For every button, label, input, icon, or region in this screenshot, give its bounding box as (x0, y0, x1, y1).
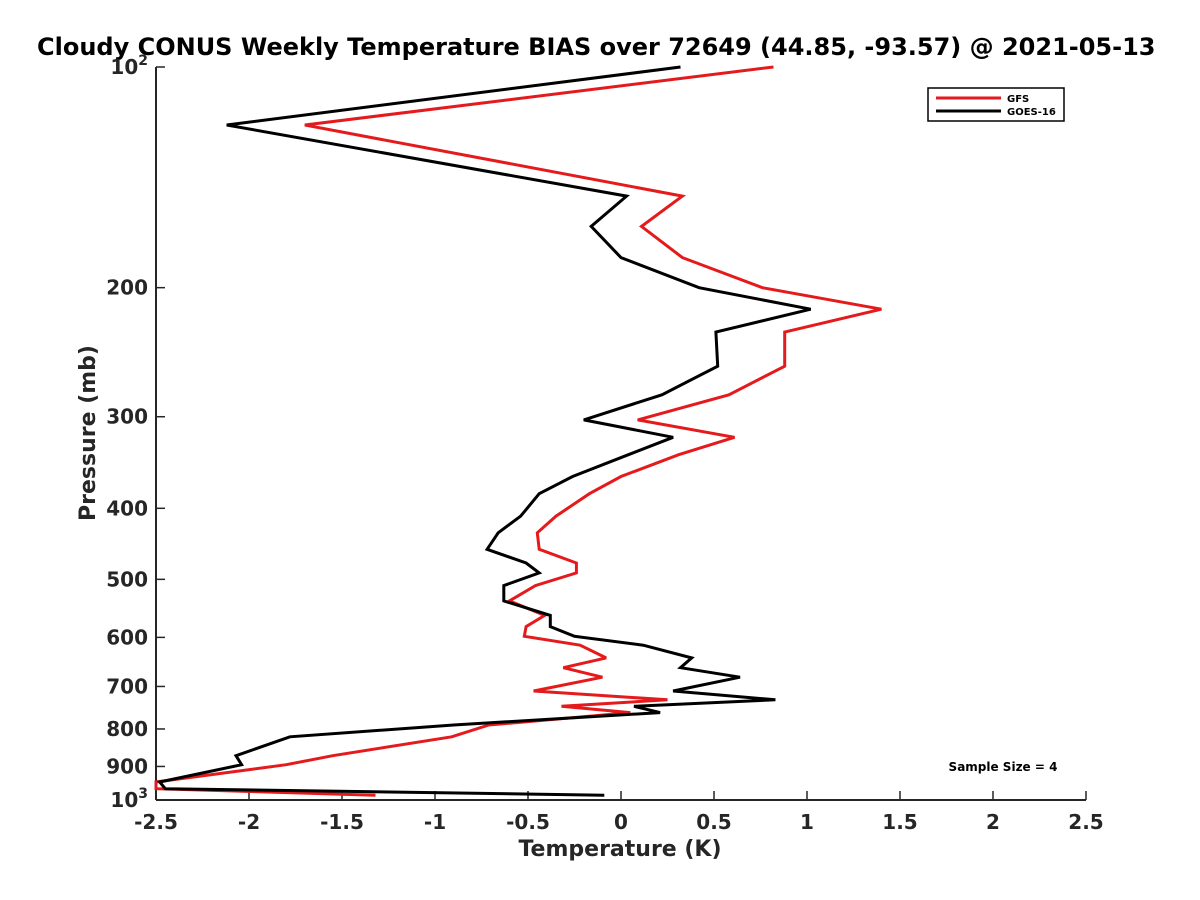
chart-title: Cloudy CONUS Weekly Temperature BIAS ove… (37, 33, 1155, 61)
series-layer (154, 65, 882, 797)
legend: GFS GOES-16 (927, 87, 1065, 122)
x-tick-label: 1.5 (882, 810, 917, 834)
y-tick-label: 800 (106, 717, 148, 741)
x-tick-label: 0.5 (696, 810, 731, 834)
x-tick-label: 0 (614, 810, 628, 834)
y-tick-label: 700 (106, 674, 148, 698)
x-tick-label: 1 (800, 810, 814, 834)
y-tick-label: 900 (106, 754, 148, 778)
axes: -2.5 -2 -1.5 -1 -0.5 0 0.5 1 1.5 2 2.5 102 200 300 400… (106, 53, 1103, 834)
legend-label: GOES-16 (1007, 107, 1056, 118)
x-tick-label: -1.5 (320, 810, 364, 834)
x-axis-label: Temperature (K) (518, 837, 721, 862)
y-tick-label: 400 (106, 496, 148, 520)
x-tick-label: 2.5 (1068, 810, 1103, 834)
x-tick-label: -1 (424, 810, 446, 834)
series-line-goes-16 (156, 65, 812, 797)
y-tick-label: 103 (110, 786, 148, 812)
y-tick-label: 600 (106, 625, 148, 649)
y-tick-label: 102 (110, 53, 148, 79)
legend-label: GFS (1007, 94, 1029, 105)
y-tick-label: 200 (106, 276, 148, 300)
x-tick-label: 2 (986, 810, 1000, 834)
sample-size-annotation: Sample Size = 4 (949, 760, 1058, 774)
y-axis-label: Pressure (mb) (76, 345, 101, 521)
y-tick-label: 300 (106, 405, 148, 429)
legend-box (927, 87, 1065, 122)
x-tick-label: -0.5 (506, 810, 550, 834)
x-tick-label: -2 (238, 810, 260, 834)
x-tick-label: -2.5 (134, 810, 178, 834)
y-tick-label: 500 (106, 567, 148, 591)
